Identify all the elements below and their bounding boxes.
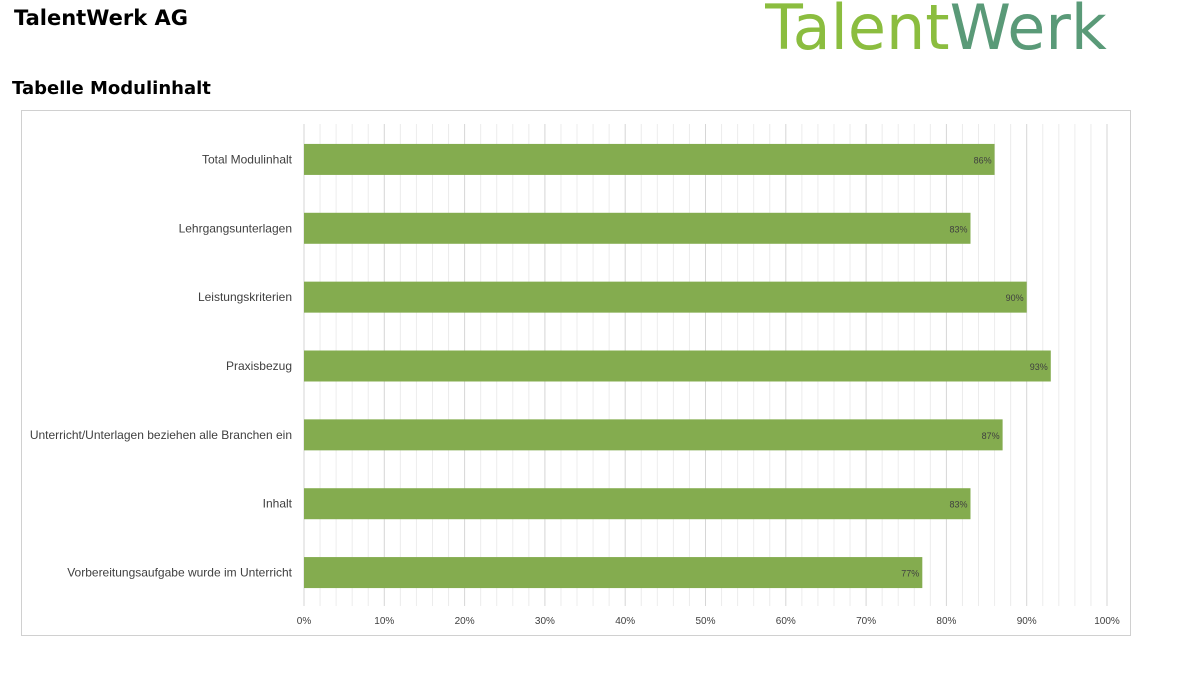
svg-text:TalentWerk: TalentWerk	[765, 0, 1107, 62]
x-tick-label: 80%	[936, 616, 956, 627]
data-labels: 86% 83% 90% 93% 87% 83% 77%	[901, 155, 1047, 578]
bar	[304, 557, 923, 589]
data-label: 90%	[1006, 293, 1024, 303]
bar	[304, 212, 971, 244]
bar	[304, 488, 971, 520]
bar	[304, 419, 1003, 451]
data-label: 87%	[982, 431, 1000, 441]
x-tick-label: 0%	[297, 616, 312, 627]
bar	[304, 281, 1027, 313]
bars	[304, 143, 1051, 589]
category-label: Vorbereitungsaufgabe wurde im Unterricht	[67, 566, 292, 580]
x-tick-label: 20%	[455, 616, 475, 627]
data-label: 86%	[974, 155, 992, 165]
bar-chart: Total Modulinhalt Lehrgangsunterlagen Leis…	[30, 124, 1120, 627]
category-label: Praxisbezug	[226, 359, 292, 373]
data-label: 93%	[1030, 362, 1048, 372]
tick-labels: 0% 10% 20% 30% 40% 50% 60% 70% 80% 90% 100%	[297, 616, 1120, 627]
x-tick-label: 30%	[535, 616, 555, 627]
x-tick-label: 100%	[1094, 616, 1120, 627]
category-label: Inhalt	[263, 497, 293, 511]
logo-text-talent: Talent	[765, 0, 950, 62]
category-label: Lehrgangsunterlagen	[179, 221, 292, 235]
bar	[304, 143, 995, 175]
x-tick-label: 10%	[374, 616, 394, 627]
x-tick-label: 40%	[615, 616, 635, 627]
category-label: Leistungskriterien	[198, 290, 292, 304]
x-tick-label: 50%	[695, 616, 715, 627]
talentwerk-logo: TalentWerk	[765, 0, 1107, 62]
data-label: 83%	[949, 224, 967, 234]
company-name: TalentWerk AG	[14, 6, 188, 30]
category-labels: Total Modulinhalt Lehrgangsunterlagen Leis…	[30, 152, 293, 579]
x-tick-label: 70%	[856, 616, 876, 627]
chart-frame	[21, 110, 1131, 636]
logo-text-werk: Werk	[950, 0, 1107, 62]
data-label: 83%	[949, 500, 967, 510]
x-tick-label: 60%	[776, 616, 796, 627]
category-label: Unterricht/Unterlagen beziehen alle Bran…	[30, 428, 292, 442]
data-label: 77%	[901, 569, 919, 579]
category-label: Total Modulinhalt	[202, 152, 293, 166]
bar	[304, 350, 1051, 382]
page-title: Tabelle Modulinhalt	[12, 78, 211, 99]
x-tick-label: 90%	[1017, 616, 1037, 627]
